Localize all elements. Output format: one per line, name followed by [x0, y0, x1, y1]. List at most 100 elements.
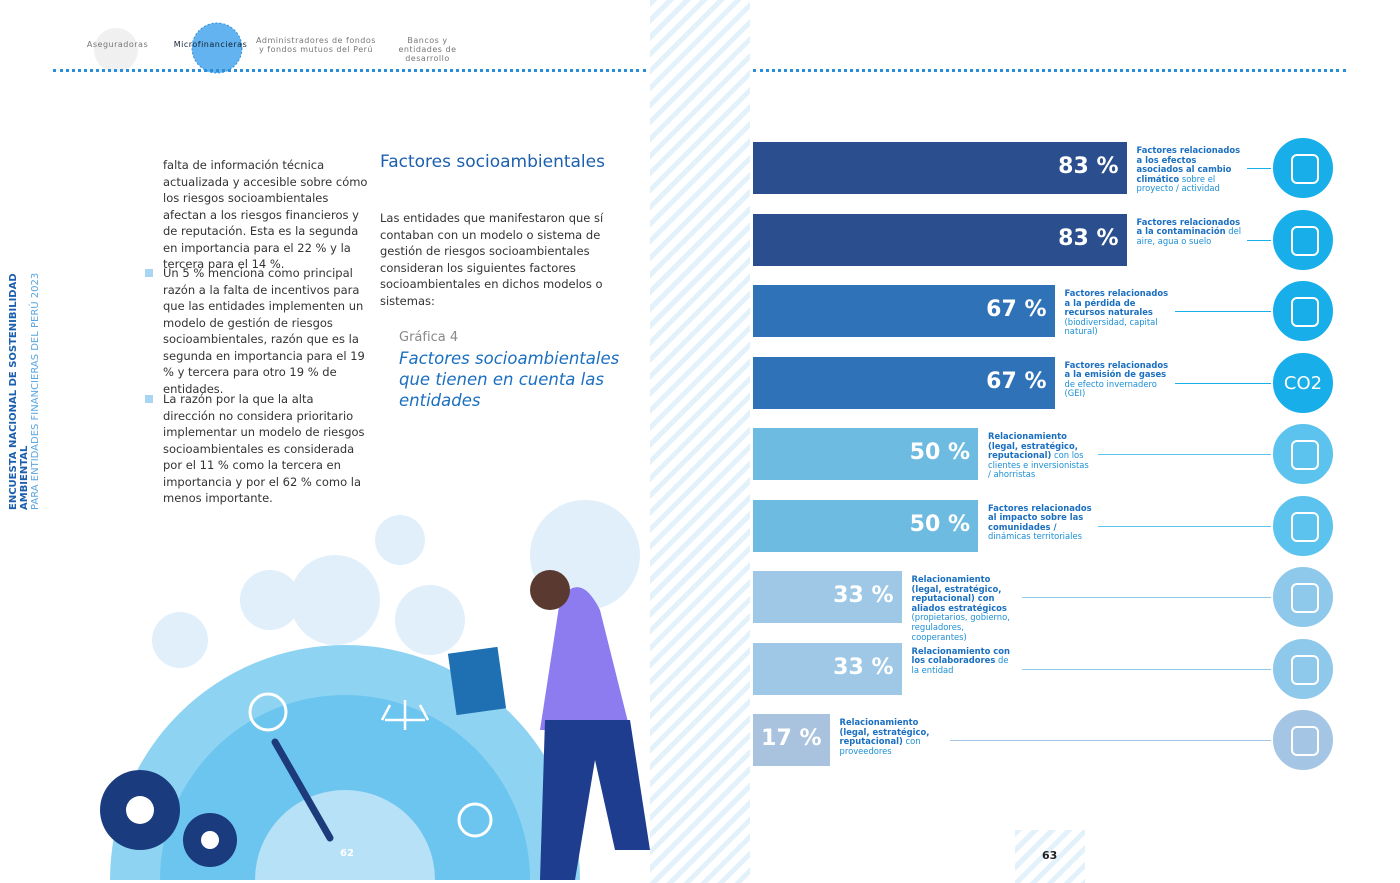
figure-label: Gráfica 4	[399, 330, 459, 345]
leader-line	[1021, 668, 1272, 670]
category-name: Relacionamiento (legal, estratégico, rep…	[988, 431, 1078, 461]
gauge-inner	[160, 695, 530, 880]
tab-bubble	[191, 22, 243, 74]
category-note: de la entidad	[911, 655, 1009, 675]
person-body	[540, 587, 630, 730]
gauge-hub	[255, 790, 435, 880]
icon-text: CO2	[1283, 372, 1323, 394]
icon-glyph	[1291, 225, 1319, 256]
nav-tab[interactable]: Aseguradoras	[86, 40, 149, 49]
category-label: Relacionamiento (legal, estratégico, rep…	[988, 431, 1093, 480]
nav-tab[interactable]: Bancos y entidades de desarrollo	[398, 36, 457, 63]
paragraph: Un 5 % menciona como principal razón a l…	[163, 266, 365, 396]
leader-line	[1174, 382, 1272, 384]
icon-glyph	[1291, 654, 1319, 685]
category-name: Relacionamiento (legal, estratégico, rep…	[911, 574, 1007, 613]
leader-line	[949, 740, 1272, 741]
bar	[753, 142, 1127, 194]
person-legs	[540, 720, 650, 880]
category-note: (propietarios, gobierno, reguladores, co…	[911, 612, 1010, 642]
page-number: 62	[340, 848, 354, 859]
category-label: Factores relacionados a la contaminación…	[1136, 216, 1242, 247]
category-note: dinámicas territoriales	[988, 531, 1082, 542]
tab-bubble	[94, 28, 138, 72]
category-name: Factores relacionados a la contaminación	[1136, 216, 1241, 237]
icon-glyph	[1291, 583, 1319, 613]
bar	[753, 571, 902, 623]
bar	[753, 499, 978, 552]
category-note: con proveedores	[839, 736, 921, 756]
leader-line	[1021, 597, 1272, 598]
leader-line	[1098, 525, 1272, 527]
person-head	[530, 570, 570, 610]
decor-stripes	[1015, 830, 1085, 883]
icon-glyph	[1291, 297, 1319, 327]
icon-circle	[1271, 636, 1335, 701]
gear-hole	[201, 831, 219, 849]
bullet	[145, 395, 153, 403]
icon-circle	[1271, 422, 1335, 486]
category-name: Factores relacionados a la pérdida de re…	[1064, 288, 1169, 318]
category-label: Relacionamiento (legal, estratégico, rep…	[911, 574, 1017, 642]
category-label: Factores relacionados a los efectos asoc…	[1136, 145, 1242, 194]
icon-circle	[1271, 493, 1335, 558]
icon-pie	[457, 802, 493, 838]
icon-glyph	[1291, 440, 1319, 470]
gauge-needle	[271, 738, 334, 842]
value-label: 67 %	[986, 368, 1047, 394]
bar	[753, 642, 902, 695]
value-label: 33 %	[833, 583, 894, 608]
leader-line	[1098, 454, 1272, 455]
paragraph: La razón por la que la alta dirección no…	[163, 392, 365, 505]
icon-glyph	[1291, 154, 1319, 184]
category-note: del aire, agua o suelo	[1136, 226, 1242, 246]
nav-tab[interactable]: Microfinancieras	[173, 40, 248, 49]
category-label: Factores relacionados a la pérdida de re…	[1064, 288, 1170, 337]
category-name: Factores relacionados al impacto sobre l…	[988, 502, 1092, 532]
divider	[53, 69, 646, 72]
icon-circle	[1271, 207, 1335, 272]
icon-circle	[1271, 565, 1335, 629]
page-number: 63	[1042, 849, 1058, 862]
bar	[753, 356, 1055, 409]
icon-scale	[380, 700, 430, 730]
paragraph: Las entidades que manifestaron que sí co…	[380, 211, 604, 308]
category-name: Factores relacionados a los efectos asoc…	[1136, 145, 1241, 184]
person-clipboard	[447, 646, 507, 716]
category-name: Relacionamiento (legal, estratégico, rep…	[839, 717, 930, 747]
category-label: Relacionamiento con los colaboradores de…	[911, 645, 1017, 676]
chart-title: Factores socioambientales que tienen en …	[399, 349, 620, 410]
value-label: 33 %	[833, 654, 894, 680]
value-label: 17 %	[761, 726, 822, 751]
value-label: 50 %	[909, 511, 970, 537]
icon-circle: CO2	[1271, 350, 1335, 415]
value-label: 83 %	[1058, 225, 1119, 251]
icon-award	[248, 692, 288, 732]
bar	[753, 714, 830, 766]
gear-hole	[126, 796, 154, 824]
category-label: Factores relacionados al impacto sobre l…	[988, 502, 1093, 542]
nav-tab[interactable]: Administradores de fondos y fondos mutuo…	[256, 36, 376, 54]
leader-line	[1246, 168, 1272, 169]
value-label: 67 %	[986, 297, 1047, 322]
section-heading: Factores socioambientales	[380, 152, 605, 172]
bar	[753, 213, 1127, 266]
category-note: (biodiversidad, capital natural)	[1064, 316, 1158, 337]
category-note: sobre el proyecto / actividad	[1136, 173, 1220, 194]
value-label: 83 %	[1058, 154, 1119, 179]
category-label: Relacionamiento (legal, estratégico, rep…	[839, 717, 945, 756]
icon-glyph	[1291, 726, 1319, 756]
divider	[753, 69, 1346, 72]
decor-stripes	[650, 0, 750, 883]
category-label: Factores relacionados a la emisión de ga…	[1064, 359, 1170, 399]
value-label: 50 %	[909, 440, 970, 465]
leader-line	[1246, 239, 1272, 241]
category-name: Relacionamiento con los colaboradores	[911, 645, 1010, 666]
bullet	[145, 269, 153, 277]
category-name: Factores relacionados a la emisión de ga…	[1064, 359, 1169, 380]
paragraph: falta de información técnica actualizada…	[163, 158, 368, 271]
icon-circle	[1271, 279, 1335, 343]
